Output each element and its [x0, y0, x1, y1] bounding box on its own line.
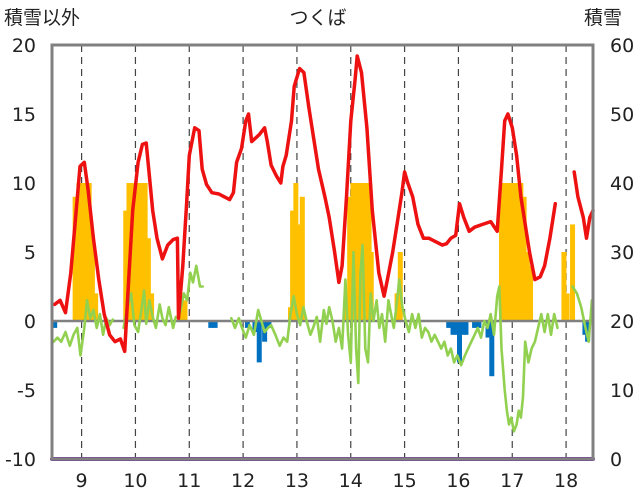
snow-depth-bar — [356, 183, 362, 321]
left-tick-label: 0 — [24, 311, 36, 333]
right-tick-label: 60 — [610, 35, 634, 57]
snow-depth-bar — [290, 210, 296, 321]
right-tick-label: 10 — [610, 380, 634, 402]
snow-depth-bar — [139, 183, 145, 321]
snow-depth-bar — [368, 252, 374, 321]
right-tick-label: 50 — [610, 104, 634, 126]
negative-bar — [212, 321, 218, 328]
snow-depth-bar — [508, 183, 514, 321]
negative-bar — [485, 321, 491, 338]
x-tick-label: 16 — [446, 470, 470, 492]
snow-depth-bar — [505, 183, 511, 321]
snow-depth-bar — [182, 300, 188, 321]
right-axis-label: 積雪 — [584, 7, 622, 29]
snow-depth-bar — [299, 196, 305, 321]
negative-bar — [244, 321, 250, 328]
right-tick-label: 0 — [610, 449, 622, 471]
negative-bar — [463, 321, 469, 335]
negative-bar — [472, 321, 478, 328]
x-tick-label: 14 — [339, 470, 363, 492]
x-tick-label: 12 — [231, 470, 255, 492]
left-tick-label: 20 — [12, 35, 36, 57]
x-tick-label: 11 — [177, 470, 201, 492]
negative-bar — [446, 321, 452, 328]
grid-lines — [81, 45, 567, 459]
snow-depth-bar — [498, 183, 504, 321]
snow-depth-bar — [76, 183, 82, 321]
left-tick-label: -5 — [17, 380, 36, 402]
snow-depth-bar — [72, 196, 78, 321]
snow-depth-bar — [80, 183, 86, 321]
snow-depth-bar — [518, 183, 524, 321]
right-tick-label: 30 — [610, 242, 634, 264]
negative-bar — [266, 321, 272, 328]
snow-depth-bar — [363, 183, 369, 321]
snow-depth-bar — [521, 196, 527, 321]
snow-depth-bar — [502, 183, 508, 321]
snow-depth-bar — [293, 183, 299, 321]
snow-depth-bar — [83, 183, 89, 321]
left-tick-label: 15 — [12, 104, 36, 126]
snow-depth-bar — [89, 238, 95, 321]
snow-depth-bar — [515, 183, 521, 321]
x-tick-label: 17 — [500, 470, 524, 492]
x-tick-label: 9 — [76, 470, 88, 492]
x-tick-label: 18 — [554, 470, 578, 492]
snow-depth-bar — [524, 252, 530, 321]
snow-depth-bar — [511, 183, 517, 321]
snow-depth-bar — [132, 183, 138, 321]
snow-depth-bar — [296, 224, 302, 321]
negative-bar — [476, 321, 482, 328]
snow-depth-bar — [129, 183, 135, 321]
plot-frame — [50, 43, 595, 461]
red-series-line — [52, 54, 595, 354]
snow-depth-bar — [528, 265, 534, 321]
negative-bar — [460, 321, 466, 335]
snow-depth-bar — [564, 293, 570, 321]
right-tick-label: 40 — [610, 173, 634, 195]
negative-bar — [489, 321, 495, 377]
snow-depth-bar — [353, 183, 359, 321]
negative-bar — [450, 321, 456, 335]
negative-bar — [456, 321, 462, 363]
x-tick-label: 13 — [285, 470, 309, 492]
green-series-line — [52, 243, 594, 433]
snow-depth-bar — [86, 183, 92, 321]
snow-depth-bar — [123, 210, 129, 321]
left-tick-label: -10 — [5, 449, 36, 471]
negative-bar — [208, 321, 214, 328]
x-tick-label: 10 — [123, 470, 147, 492]
snow-depth-bar — [145, 238, 151, 321]
left-axis-label: 積雪以外 — [4, 7, 80, 29]
snow-depth-bar — [561, 252, 567, 321]
snow-depth-bar — [142, 183, 148, 321]
plot-frame-group — [50, 43, 595, 461]
snow-depth-bar — [347, 196, 353, 321]
x-axis-ticks: 9 10 11 12 13 14 15 16 17 18 — [76, 470, 579, 492]
negative-bar — [453, 321, 459, 335]
right-tick-label: 20 — [610, 311, 634, 333]
left-tick-label: 5 — [24, 242, 36, 264]
negative-bar — [256, 321, 262, 363]
snow-depth-bar — [136, 183, 142, 321]
snow-depth-bar — [570, 224, 576, 321]
left-tick-label: 10 — [12, 173, 36, 195]
chart-title: つくば — [289, 7, 346, 29]
negative-bar — [52, 321, 58, 328]
left-axis-ticks: 20 15 10 5 0 -5 -10 — [5, 35, 36, 471]
snow-depth-bar — [179, 307, 185, 321]
snow-depth-bar — [93, 293, 99, 321]
x-tick-label: 15 — [392, 470, 416, 492]
right-axis-ticks: 60 50 40 30 20 10 0 — [610, 35, 634, 471]
